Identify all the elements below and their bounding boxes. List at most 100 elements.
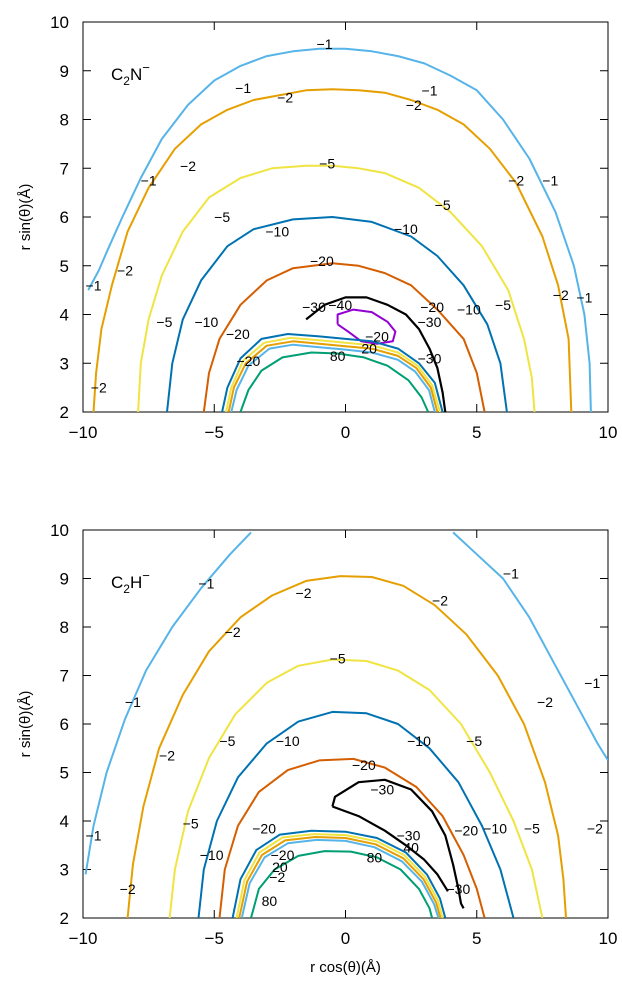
x-tick-label: 5 xyxy=(472,929,481,948)
contour-label: −5 xyxy=(214,209,230,225)
contour-label: −2 xyxy=(553,287,569,303)
contour-line-level xyxy=(305,296,447,412)
y-tick-label: 2 xyxy=(60,909,69,928)
contour-label: −5 xyxy=(319,155,335,171)
contour-line-level xyxy=(221,333,444,412)
y-tick-label: 10 xyxy=(50,13,69,32)
contour-lines xyxy=(84,531,608,918)
contour-line-level xyxy=(84,531,252,875)
y-axis-title: r sin(θ)(Å) xyxy=(17,184,34,251)
contour-line-level xyxy=(87,47,592,412)
contour-label: −5 xyxy=(466,733,482,749)
contour-label: 80 xyxy=(367,849,383,865)
contour-line-level xyxy=(250,850,434,918)
contour-label: −5 xyxy=(183,815,199,831)
contour-label: −20 xyxy=(237,353,261,369)
contour-label: −2 xyxy=(277,90,293,106)
contour-label: −20 xyxy=(271,847,295,863)
contour-label: −10 xyxy=(265,224,289,240)
contour-label: −1 xyxy=(584,675,600,691)
contour-label: −10 xyxy=(200,847,224,863)
x-tick-label: −5 xyxy=(205,929,224,948)
contour-label: −10 xyxy=(457,302,481,318)
y-tick-label: 4 xyxy=(60,812,69,831)
contour-label: −10 xyxy=(276,733,300,749)
contour-label: −20 xyxy=(352,757,376,773)
contour-label: −1 xyxy=(86,828,102,844)
contour-label: 20 xyxy=(272,859,288,875)
contour-label: −2 xyxy=(159,748,175,764)
x-tick-label: −10 xyxy=(69,929,98,948)
contour-label: −10 xyxy=(195,314,219,330)
x-tick-label: 0 xyxy=(341,423,350,442)
x-axis-title: r cos(θ)(Å) xyxy=(310,959,381,976)
contour-label: −1 xyxy=(141,172,157,188)
molecule-label: C2N− xyxy=(111,60,150,88)
contour-label: −10 xyxy=(407,733,431,749)
contour-label: −1 xyxy=(542,172,558,188)
contour-label: −30 xyxy=(302,299,326,315)
y-tick-label: 9 xyxy=(60,570,69,589)
contour-label: −30 xyxy=(397,828,421,844)
contour-label: −5 xyxy=(156,314,172,330)
contour-label: −2 xyxy=(269,869,285,885)
contour-line-level xyxy=(168,658,544,918)
contour-label: −5 xyxy=(435,197,451,213)
y-tick-label: 7 xyxy=(60,159,69,178)
contour-label: 40 xyxy=(403,840,419,856)
contour-label: −2 xyxy=(432,592,448,608)
contour-line-level xyxy=(197,710,515,918)
contour-line-level xyxy=(238,836,442,918)
contour-label: −1 xyxy=(198,575,214,591)
y-tick-label: 8 xyxy=(60,111,69,130)
molecule-label: C2H− xyxy=(111,568,150,596)
x-tick-label: −10 xyxy=(69,423,98,442)
contour-label: 80 xyxy=(262,893,278,909)
contour-line-level xyxy=(137,164,536,412)
contour-label: −1 xyxy=(86,277,102,293)
contour-label: −2 xyxy=(91,380,107,396)
contour-label: −1 xyxy=(422,82,438,98)
contour-line-level xyxy=(240,838,440,918)
contour-line-level xyxy=(218,757,486,918)
contour-line-level xyxy=(225,336,441,412)
contour-label: −1 xyxy=(317,36,333,52)
contour-label: −10 xyxy=(483,820,507,836)
x-tick-label: 10 xyxy=(599,423,618,442)
y-tick-label: 8 xyxy=(60,618,69,637)
contour-line-level xyxy=(227,340,439,412)
y-tick-label: 4 xyxy=(60,306,69,325)
contour-label: −30 xyxy=(418,350,442,366)
contour-label: −2 xyxy=(587,820,603,836)
y-tick-label: 7 xyxy=(60,667,69,686)
contour-line-level xyxy=(126,575,567,918)
contour-label: −5 xyxy=(219,733,235,749)
contour-line-level xyxy=(231,829,447,918)
contour-line-level xyxy=(332,805,449,892)
x-tick-label: 10 xyxy=(599,929,618,948)
y-tick-label: 3 xyxy=(60,354,69,373)
y-tick-label: 10 xyxy=(50,521,69,540)
contour-label: −2 xyxy=(180,158,196,174)
y-tick-label: 3 xyxy=(60,861,69,880)
contour-label: 80 xyxy=(330,348,346,364)
contour-label: −20 xyxy=(454,823,478,839)
contour-line-level xyxy=(239,351,430,412)
y-axis-title: r sin(θ)(Å) xyxy=(17,691,34,758)
contour-line-level xyxy=(166,216,508,412)
contour-line-level xyxy=(336,308,397,345)
contour-label: −5 xyxy=(524,820,540,836)
y-tick-label: 5 xyxy=(60,764,69,783)
contour-label: −30 xyxy=(447,881,471,897)
contour-label: −20 xyxy=(310,253,334,269)
y-tick-label: 6 xyxy=(60,208,69,227)
contour-label: −2 xyxy=(406,97,422,113)
contour-label: −20 xyxy=(365,328,389,344)
contour-line-level xyxy=(452,531,608,761)
y-tick-label: 2 xyxy=(60,403,69,422)
contour-label: −1 xyxy=(235,80,251,96)
y-tick-label: 9 xyxy=(60,62,69,81)
contour-label: −30 xyxy=(418,314,442,330)
